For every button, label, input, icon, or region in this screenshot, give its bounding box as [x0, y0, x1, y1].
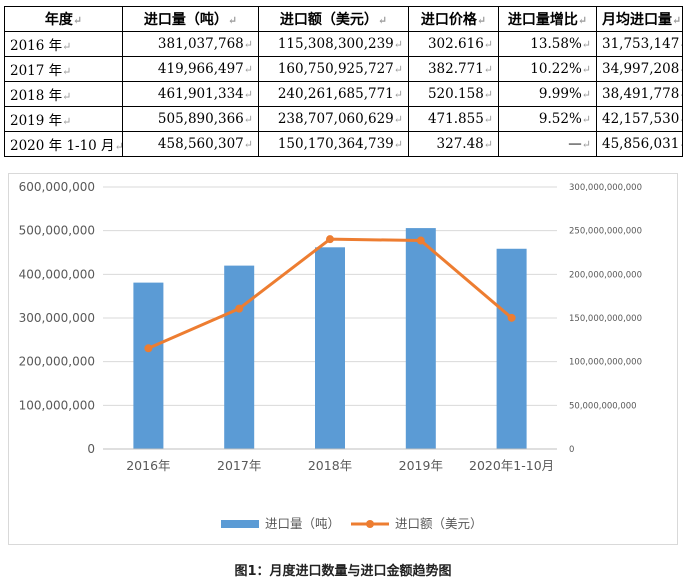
- y-left-tick-label: 600,000,000: [19, 180, 95, 194]
- y-right-tick-label: 200,000,000,000: [569, 270, 642, 280]
- table-cell: 2017 年↵: [4, 56, 123, 82]
- table-cell: 10.22%↵: [498, 56, 597, 82]
- header-volume-growth: 进口量增比↵: [498, 6, 597, 32]
- bar: [133, 282, 164, 449]
- x-tick-label: 2018年: [308, 458, 352, 473]
- combo-chart: 0 100,000,000 200,000,000 300,000,000 400,00…: [19, 180, 642, 531]
- x-tick-label: 2016年: [126, 458, 170, 473]
- table-cell: 9.52%↵: [498, 106, 597, 132]
- chart-area: 0 100,000,000 200,000,000 300,000,000 400,00…: [8, 173, 678, 545]
- data-table: 年度↵ 进口量（吨）↵ 进口额（美元）↵ 进口价格↵ 进口量增比↵ 月均进口量↵…: [4, 6, 683, 157]
- bar: [405, 228, 436, 449]
- line-point: [326, 235, 334, 244]
- table-cell: 150,170,364,739↵: [258, 131, 409, 157]
- legend-line-marker: [366, 520, 374, 528]
- bar: [496, 248, 527, 449]
- bar: [315, 247, 345, 449]
- table-cell: 471.855↵: [408, 106, 499, 132]
- table-row: 2018 年↵ 461,901,334↵ 240,261,685,771↵ 520.1…: [4, 81, 683, 107]
- y-left-tick-label: 100,000,000: [19, 398, 95, 412]
- header-year: 年度↵: [4, 6, 123, 32]
- y-left-tick-label: 400,000,000: [19, 267, 95, 281]
- y-right-tick-label: 0: [569, 445, 574, 455]
- header-monthly-avg: 月均进口量↵: [596, 6, 683, 32]
- bar: [224, 265, 255, 449]
- legend-line-label: 进口额（美元）: [395, 516, 483, 531]
- table-cell: 419,966,497↵: [122, 56, 259, 82]
- legend-bar-swatch: [221, 520, 259, 528]
- y-right-tick-label: 100,000,000,000: [569, 358, 642, 368]
- table-cell: 381,037,768↵: [122, 31, 259, 57]
- line-point: [144, 344, 153, 353]
- table-row: 2017 年↵ 419,966,497↵ 160,750,925,727↵ 382.7…: [4, 56, 683, 82]
- table-cell: 461,901,334↵: [122, 81, 259, 107]
- table-cell: 327.48↵: [408, 131, 499, 157]
- table-cell: 38,491,778↵: [596, 81, 683, 107]
- x-tick-label: 2019年: [399, 458, 443, 473]
- table-cell: 302.616↵: [408, 31, 499, 57]
- y-right-tick-label: 150,000,000,000: [569, 314, 642, 324]
- table-cell: 382.771↵: [408, 56, 499, 82]
- table-cell: 31,753,147↵: [596, 31, 683, 57]
- table-header-row: 年度↵ 进口量（吨）↵ 进口额（美元）↵ 进口价格↵ 进口量增比↵ 月均进口量↵: [4, 6, 683, 32]
- y-right-tick-label: 300,000,000,000: [569, 183, 642, 193]
- header-import-volume: 进口量（吨）↵: [122, 6, 259, 32]
- table-cell: 2019 年↵: [4, 106, 123, 132]
- table-cell: 34,997,208↵: [596, 56, 683, 82]
- table-cell: 2020 年 1-10 月↵: [4, 131, 123, 157]
- header-import-value: 进口额（美元）↵: [258, 6, 409, 32]
- x-tick-label: 2020年1-10月: [469, 458, 554, 473]
- y-left-tick-label: 200,000,000: [19, 355, 95, 369]
- table-cell: 160,750,925,727↵: [258, 56, 409, 82]
- table-cell: 2018 年↵: [4, 81, 123, 107]
- y-left-tick-label: 500,000,000: [19, 224, 95, 238]
- table-row: 2016 年↵ 381,037,768↵ 115,308,300,239↵ 302.6…: [4, 31, 683, 57]
- table-cell: —↵: [498, 131, 597, 157]
- table-row: 2020 年 1-10 月↵458,560,307↵150,170,364,73…: [4, 131, 683, 157]
- legend-bar-label: 进口量（吨）: [265, 516, 340, 531]
- table-cell: 42,157,530↵: [596, 106, 683, 132]
- y-right-tick-label: 250,000,000,000: [569, 227, 642, 237]
- line-point: [416, 236, 425, 245]
- y-left-tick-label: 300,000,000: [19, 311, 95, 325]
- y-right-tick-label: 50,000,000,000: [569, 401, 637, 411]
- table-cell: 45,856,031↵: [596, 131, 683, 157]
- table-cell: 505,890,366↵: [122, 106, 259, 132]
- table-cell: 2016 年↵: [4, 31, 123, 57]
- line-point: [235, 304, 244, 313]
- table-row: 2019 年↵ 505,890,366↵ 238,707,060,629↵ 471.8…: [4, 106, 683, 132]
- x-tick-label: 2017年: [217, 458, 261, 473]
- line-point: [507, 313, 516, 322]
- table-cell: 520.158↵: [408, 81, 499, 107]
- table-cell: 458,560,307↵: [122, 131, 259, 157]
- table-cell: 13.58%↵: [498, 31, 597, 57]
- y-left-tick-label: 0: [87, 442, 95, 456]
- header-import-price: 进口价格↵: [408, 6, 499, 32]
- table-cell: 115,308,300,239↵: [258, 31, 409, 57]
- table-cell: 240,261,685,771↵: [258, 81, 409, 107]
- table-cell: 9.99%↵: [498, 81, 597, 107]
- table-cell: 238,707,060,629↵: [258, 106, 409, 132]
- figure-caption: 图1：月度进口数量与进口金额趋势图: [234, 564, 452, 579]
